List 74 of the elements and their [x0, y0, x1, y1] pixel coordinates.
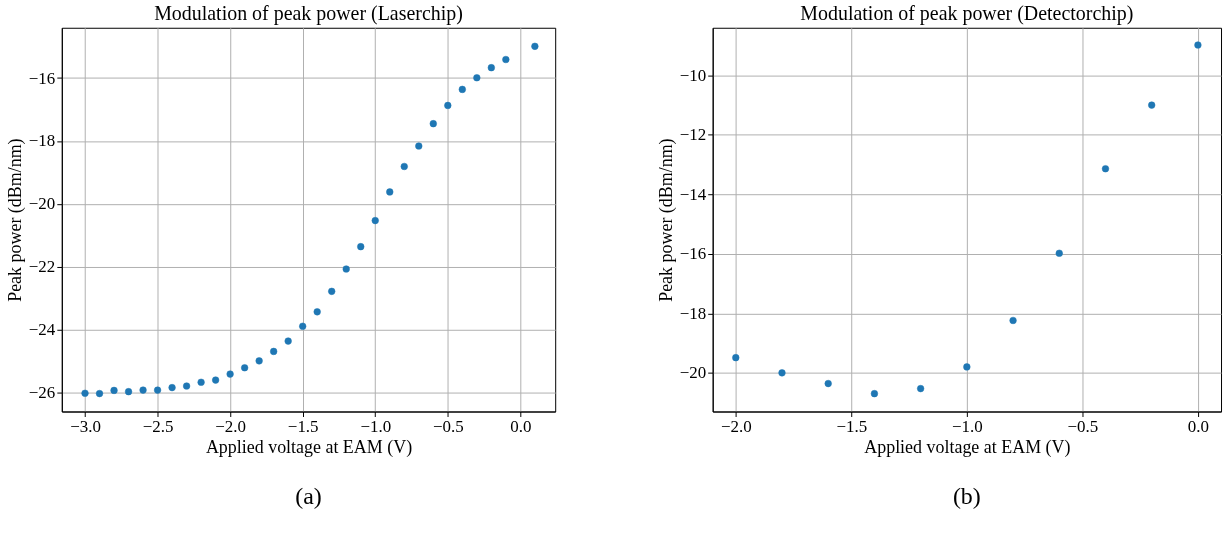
x-tick-label: −1.0: [951, 416, 983, 436]
point: [1009, 316, 1017, 325]
y-tick-label: −20: [28, 194, 56, 214]
x-tick-label: −1.5: [836, 416, 868, 436]
x-tick-label: −2.5: [142, 416, 174, 436]
x-tick-label: −2.0: [215, 416, 246, 436]
x-tick-label: −2.0: [720, 416, 752, 436]
point: [458, 85, 466, 93]
point: [1055, 249, 1063, 257]
y-tick-label: −12: [679, 125, 707, 145]
point: [153, 386, 162, 394]
x-axis-title: Applied voltage at EAM (V): [864, 436, 1071, 458]
point: [212, 376, 220, 384]
x-tick-label: 0.0: [510, 416, 532, 436]
x-tick-label: −0.5: [1067, 416, 1099, 436]
y-tick-label: −22: [28, 257, 56, 277]
point: [444, 101, 452, 110]
point: [110, 386, 118, 395]
point: [778, 369, 786, 377]
point: [197, 378, 205, 386]
y-tick-label: −20: [679, 363, 707, 383]
y-tick-label: −18: [679, 303, 707, 323]
point: [870, 390, 879, 398]
point: [342, 265, 350, 273]
point: [1148, 101, 1156, 109]
chart-title: Modulation of peak power (Laserchip): [154, 1, 463, 25]
y-tick-label: −16: [28, 68, 56, 88]
point: [963, 363, 971, 371]
x-axis-title: Applied voltage at EAM (V): [205, 436, 413, 458]
point: [241, 364, 249, 372]
point: [487, 64, 495, 72]
y-tick-label: −24: [28, 320, 56, 340]
point: [357, 243, 365, 251]
y-tick-label: −16: [679, 244, 707, 264]
y-tick-label: −14: [679, 184, 707, 204]
point: [284, 337, 292, 345]
point: [473, 74, 481, 82]
point: [270, 347, 278, 356]
point: [415, 142, 423, 150]
x-tick-label: −0.5: [432, 416, 464, 436]
point: [95, 389, 104, 398]
x-tick-label: −3.0: [70, 416, 101, 436]
point: [502, 55, 510, 64]
point: [371, 216, 379, 225]
x-tick-label: 0.0: [1187, 416, 1209, 436]
point: [824, 379, 832, 388]
y-axis-title: Peak power (dBm/nm): [655, 138, 677, 302]
point: [328, 287, 336, 295]
point: [1101, 165, 1110, 173]
point: [1194, 41, 1202, 49]
point: [81, 389, 89, 397]
point: [386, 188, 394, 196]
point: [255, 357, 263, 365]
point: [429, 120, 437, 128]
point: [400, 162, 408, 171]
point: [917, 385, 925, 393]
y-tick-label: −10: [679, 65, 707, 85]
y-tick-label: −18: [28, 131, 56, 151]
y-axis-title: Peak power (dBm/nm): [4, 138, 26, 302]
point: [183, 382, 191, 390]
point: [531, 42, 539, 50]
point: [732, 354, 740, 362]
chart-title: Modulation of peak power (Detectorchip): [800, 1, 1134, 25]
point: [124, 388, 133, 396]
text: (b): [952, 483, 981, 510]
x-tick-label: −1.5: [287, 416, 319, 436]
y-tick-label: −26: [28, 383, 56, 403]
point: [139, 386, 147, 394]
point: [226, 370, 234, 378]
text: (a): [295, 483, 322, 510]
x-tick-label: −1.0: [360, 416, 392, 436]
point: [299, 322, 307, 330]
point: [313, 308, 321, 316]
point: [168, 384, 176, 392]
